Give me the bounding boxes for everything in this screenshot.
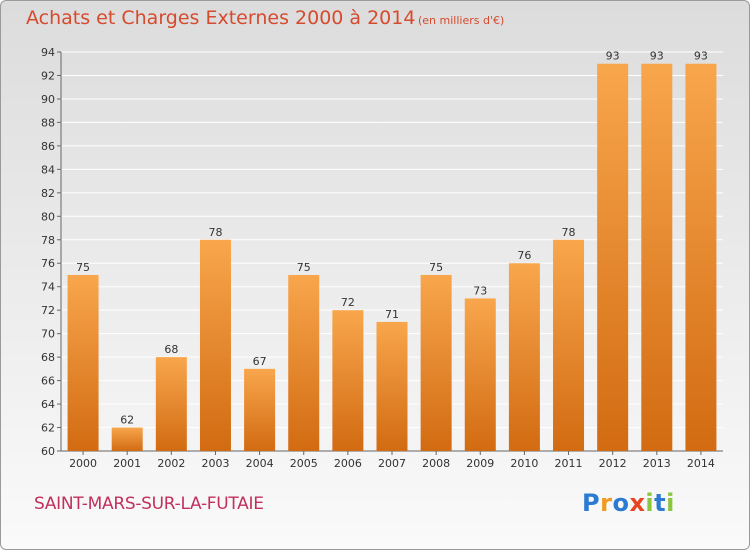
bar xyxy=(420,274,452,451)
bar xyxy=(244,368,276,451)
bar xyxy=(464,298,496,451)
bar xyxy=(155,357,187,451)
bar-value-label: 72 xyxy=(341,296,355,309)
y-tick-label: 76 xyxy=(41,257,55,270)
chart-subtitle: (en milliers d'€) xyxy=(418,14,505,27)
logo-letter: i xyxy=(645,489,655,517)
x-tick-label: 2011 xyxy=(555,457,583,470)
y-tick-label: 64 xyxy=(41,398,55,411)
y-tick-label: 66 xyxy=(41,375,55,388)
x-tick-label: 2003 xyxy=(201,457,229,470)
y-tick-label: 90 xyxy=(41,93,55,106)
chart-title: Achats et Charges Externes 2000 à 2014 xyxy=(26,7,416,29)
bar-value-label: 75 xyxy=(297,261,311,274)
y-tick-label: 78 xyxy=(41,234,55,247)
x-tick-label: 2002 xyxy=(157,457,185,470)
y-tick-label: 92 xyxy=(41,69,55,82)
y-tick-label: 72 xyxy=(41,304,55,317)
y-tick-label: 60 xyxy=(41,445,55,458)
bar-value-label: 62 xyxy=(120,414,134,427)
bar-value-label: 68 xyxy=(164,343,178,356)
x-tick-label: 2012 xyxy=(599,457,627,470)
x-tick-label: 2009 xyxy=(466,457,494,470)
bar-value-label: 93 xyxy=(650,50,664,63)
y-tick-label: 86 xyxy=(41,140,55,153)
logo-letter: o xyxy=(612,489,630,517)
bar-value-label: 75 xyxy=(76,261,90,274)
logo-letter: i xyxy=(666,489,675,517)
bar-value-label: 75 xyxy=(429,261,443,274)
x-tick-label: 2014 xyxy=(687,457,715,470)
y-tick-label: 74 xyxy=(41,281,55,294)
bar xyxy=(332,310,364,451)
bar xyxy=(111,427,143,451)
y-tick-label: 82 xyxy=(41,187,55,200)
bar-value-label: 76 xyxy=(517,249,531,262)
bar xyxy=(508,263,540,451)
x-tick-label: 2006 xyxy=(334,457,362,470)
bar-value-label: 93 xyxy=(694,50,708,63)
y-tick-label: 94 xyxy=(41,46,55,59)
bar xyxy=(67,274,99,451)
y-tick-label: 88 xyxy=(41,116,55,129)
x-tick-label: 2007 xyxy=(378,457,406,470)
logo-letter: r xyxy=(600,489,613,517)
y-tick-label: 84 xyxy=(41,163,55,176)
logo-letter: x xyxy=(629,489,646,517)
bar xyxy=(685,63,717,452)
bar xyxy=(553,239,585,451)
x-tick-label: 2001 xyxy=(113,457,141,470)
y-tick-label: 68 xyxy=(41,351,55,364)
y-tick-label: 80 xyxy=(41,210,55,223)
x-tick-label: 2005 xyxy=(290,457,318,470)
x-tick-label: 2010 xyxy=(510,457,538,470)
bar-value-label: 78 xyxy=(208,226,222,239)
bar-value-label: 71 xyxy=(385,308,399,321)
y-tick-label: 70 xyxy=(41,328,55,341)
bar-value-label: 93 xyxy=(606,50,620,63)
x-tick-label: 2008 xyxy=(422,457,450,470)
x-tick-label: 2013 xyxy=(643,457,671,470)
logo-letter: P xyxy=(582,489,601,517)
bar xyxy=(199,239,231,451)
y-tick-label: 62 xyxy=(41,422,55,435)
bar-value-label: 73 xyxy=(473,284,487,297)
city-name: SAINT-MARS-SUR-LA-FUTAIE xyxy=(34,494,264,514)
x-tick-label: 2004 xyxy=(246,457,274,470)
bar xyxy=(641,63,673,452)
x-tick-label: 2000 xyxy=(69,457,97,470)
logo-letter: t xyxy=(654,489,667,517)
bar-value-label: 67 xyxy=(253,355,267,368)
bar xyxy=(597,63,629,452)
bar xyxy=(288,274,320,451)
bar-value-label: 78 xyxy=(562,226,576,239)
proxiti-logo: Proxiti xyxy=(582,489,675,517)
bar xyxy=(376,321,408,451)
